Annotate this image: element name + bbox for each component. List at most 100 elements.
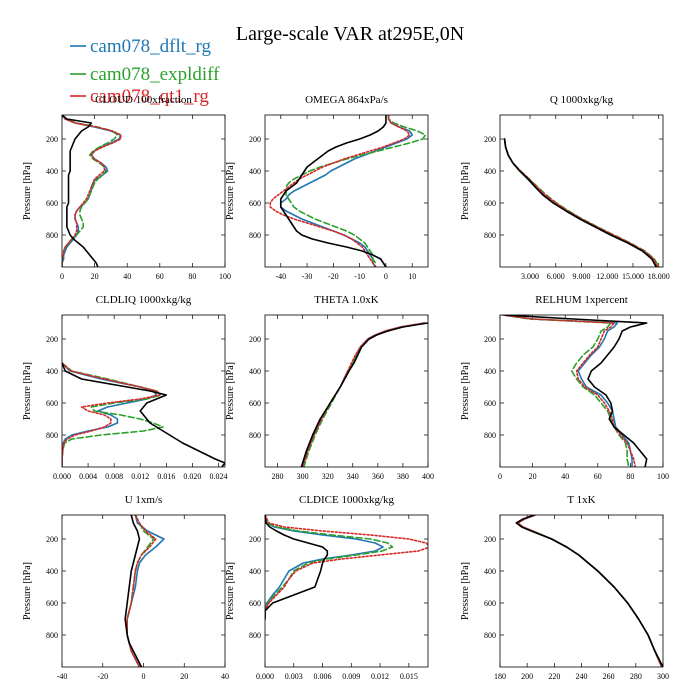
panel-title: RELHUM 1xpercent xyxy=(535,294,628,306)
y-tick-label: 400 xyxy=(249,167,261,176)
x-tick-label: 300 xyxy=(297,472,309,481)
plot-frame xyxy=(264,114,429,268)
panel-title: Q 1000xkg/kg xyxy=(550,94,614,106)
panel-title: T 1xK xyxy=(567,494,595,506)
x-tick-label: 180 xyxy=(494,672,506,681)
chart-panel: OMEGA 864xPa/s Pressure [hPa] 200 400 600 800… xyxy=(225,94,429,281)
series-line xyxy=(279,115,387,267)
y-tick-label: 600 xyxy=(484,199,496,208)
x-tick-label: 20 xyxy=(180,672,188,681)
y-tick-label: 400 xyxy=(249,367,261,376)
x-tick-label: 80 xyxy=(626,472,634,481)
x-tick-label: 40 xyxy=(221,672,229,681)
x-tick-label: 40 xyxy=(123,272,131,281)
y-axis-label: Pressure [hPa] xyxy=(22,162,33,220)
plot-frame xyxy=(61,514,226,668)
y-tick-label: 400 xyxy=(46,367,58,376)
series-line xyxy=(502,315,637,467)
panels: CLOUD 100xfraction Pressure [hPa] 200 400 60… xyxy=(22,94,670,681)
plot-frame xyxy=(264,514,429,668)
x-tick-label: 12.000 xyxy=(596,272,618,281)
legend-entry: cam078_expldiff xyxy=(90,64,220,85)
y-tick-label: 800 xyxy=(249,631,261,640)
y-tick-label: 400 xyxy=(46,167,58,176)
series-line xyxy=(265,515,428,620)
x-tick-label: 0.020 xyxy=(183,472,201,481)
series-line xyxy=(126,515,155,667)
x-tick-label: 240 xyxy=(576,672,588,681)
x-tick-label: 20 xyxy=(529,472,537,481)
y-axis-label: Pressure [hPa] xyxy=(225,162,236,220)
y-tick-label: 200 xyxy=(484,535,496,544)
figure-title: Large-scale VAR at295E,0N xyxy=(236,23,464,45)
x-tick-label: 0.000 xyxy=(53,472,71,481)
plot-frame xyxy=(61,314,226,468)
x-tick-label: -30 xyxy=(302,272,313,281)
chart-panel: CLDICE 1000xkg/kg Pressure [hPa] 200 400 600… xyxy=(225,494,429,681)
x-tick-label: 0.024 xyxy=(209,472,227,481)
y-tick-label: 600 xyxy=(249,399,261,408)
panel-title: THETA 1.0xK xyxy=(314,294,379,306)
x-tick-label: -40 xyxy=(57,672,68,681)
x-tick-label: 20 xyxy=(91,272,99,281)
series-line xyxy=(516,515,663,667)
y-tick-label: 200 xyxy=(484,135,496,144)
series-line xyxy=(265,515,329,620)
x-tick-label: 280 xyxy=(630,672,642,681)
x-tick-label: 0.003 xyxy=(285,672,303,681)
series-line xyxy=(516,515,663,667)
y-tick-label: 400 xyxy=(46,567,58,576)
plot-frame xyxy=(499,514,664,668)
x-tick-label: 280 xyxy=(272,472,284,481)
series-line xyxy=(504,315,648,467)
y-tick-label: 400 xyxy=(484,367,496,376)
x-tick-label: 80 xyxy=(188,272,196,281)
y-tick-label: 600 xyxy=(46,599,58,608)
y-tick-label: 200 xyxy=(249,135,261,144)
y-tick-label: 600 xyxy=(249,199,261,208)
chart-panel: CLDLIQ 1000xkg/kg Pressure [hPa] 200 400 600… xyxy=(22,294,227,481)
series-line xyxy=(62,115,99,267)
x-tick-label: 0.012 xyxy=(371,672,389,681)
x-tick-label: 3.000 xyxy=(521,272,539,281)
x-tick-label: 0.016 xyxy=(157,472,175,481)
x-tick-label: 0.015 xyxy=(400,672,418,681)
panel-title: CLDICE 1000xkg/kg xyxy=(299,494,395,506)
series-line xyxy=(279,115,414,267)
x-tick-label: 18.000 xyxy=(648,272,670,281)
x-tick-label: -20 xyxy=(328,272,339,281)
y-tick-label: 600 xyxy=(46,399,58,408)
y-tick-label: 800 xyxy=(46,231,58,240)
panel-title: CLOUD 100xfraction xyxy=(95,94,192,106)
y-tick-label: 800 xyxy=(46,431,58,440)
y-tick-label: 800 xyxy=(484,231,496,240)
series-line xyxy=(515,515,663,667)
x-tick-label: 0.000 xyxy=(256,672,274,681)
x-tick-label: -20 xyxy=(97,672,108,681)
series-line xyxy=(62,362,164,467)
series-line xyxy=(265,515,394,620)
legend-entry: cam078_qt1_rg xyxy=(90,86,209,107)
series-line xyxy=(502,315,630,467)
x-tick-label: 0.004 xyxy=(79,472,97,481)
y-axis-label: Pressure [hPa] xyxy=(225,562,236,620)
y-tick-label: 200 xyxy=(249,535,261,544)
plot-frame xyxy=(61,114,226,268)
y-tick-label: 200 xyxy=(249,335,261,344)
x-tick-label: 340 xyxy=(347,472,359,481)
x-tick-label: 300 xyxy=(657,672,669,681)
y-tick-label: 200 xyxy=(46,335,58,344)
y-tick-label: 800 xyxy=(484,431,496,440)
y-tick-label: 200 xyxy=(46,135,58,144)
x-tick-label: 40 xyxy=(561,472,569,481)
chart-panel: Q 1000xkg/kg Pressure [hPa] 200 400 600 800 3.… xyxy=(460,94,670,281)
y-tick-label: 200 xyxy=(484,335,496,344)
x-tick-label: 0.008 xyxy=(105,472,123,481)
y-tick-label: 400 xyxy=(249,567,261,576)
series-line xyxy=(303,322,427,467)
y-axis-label: Pressure [hPa] xyxy=(460,362,471,420)
x-tick-label: 0.012 xyxy=(131,472,149,481)
y-axis-label: Pressure [hPa] xyxy=(460,562,471,620)
